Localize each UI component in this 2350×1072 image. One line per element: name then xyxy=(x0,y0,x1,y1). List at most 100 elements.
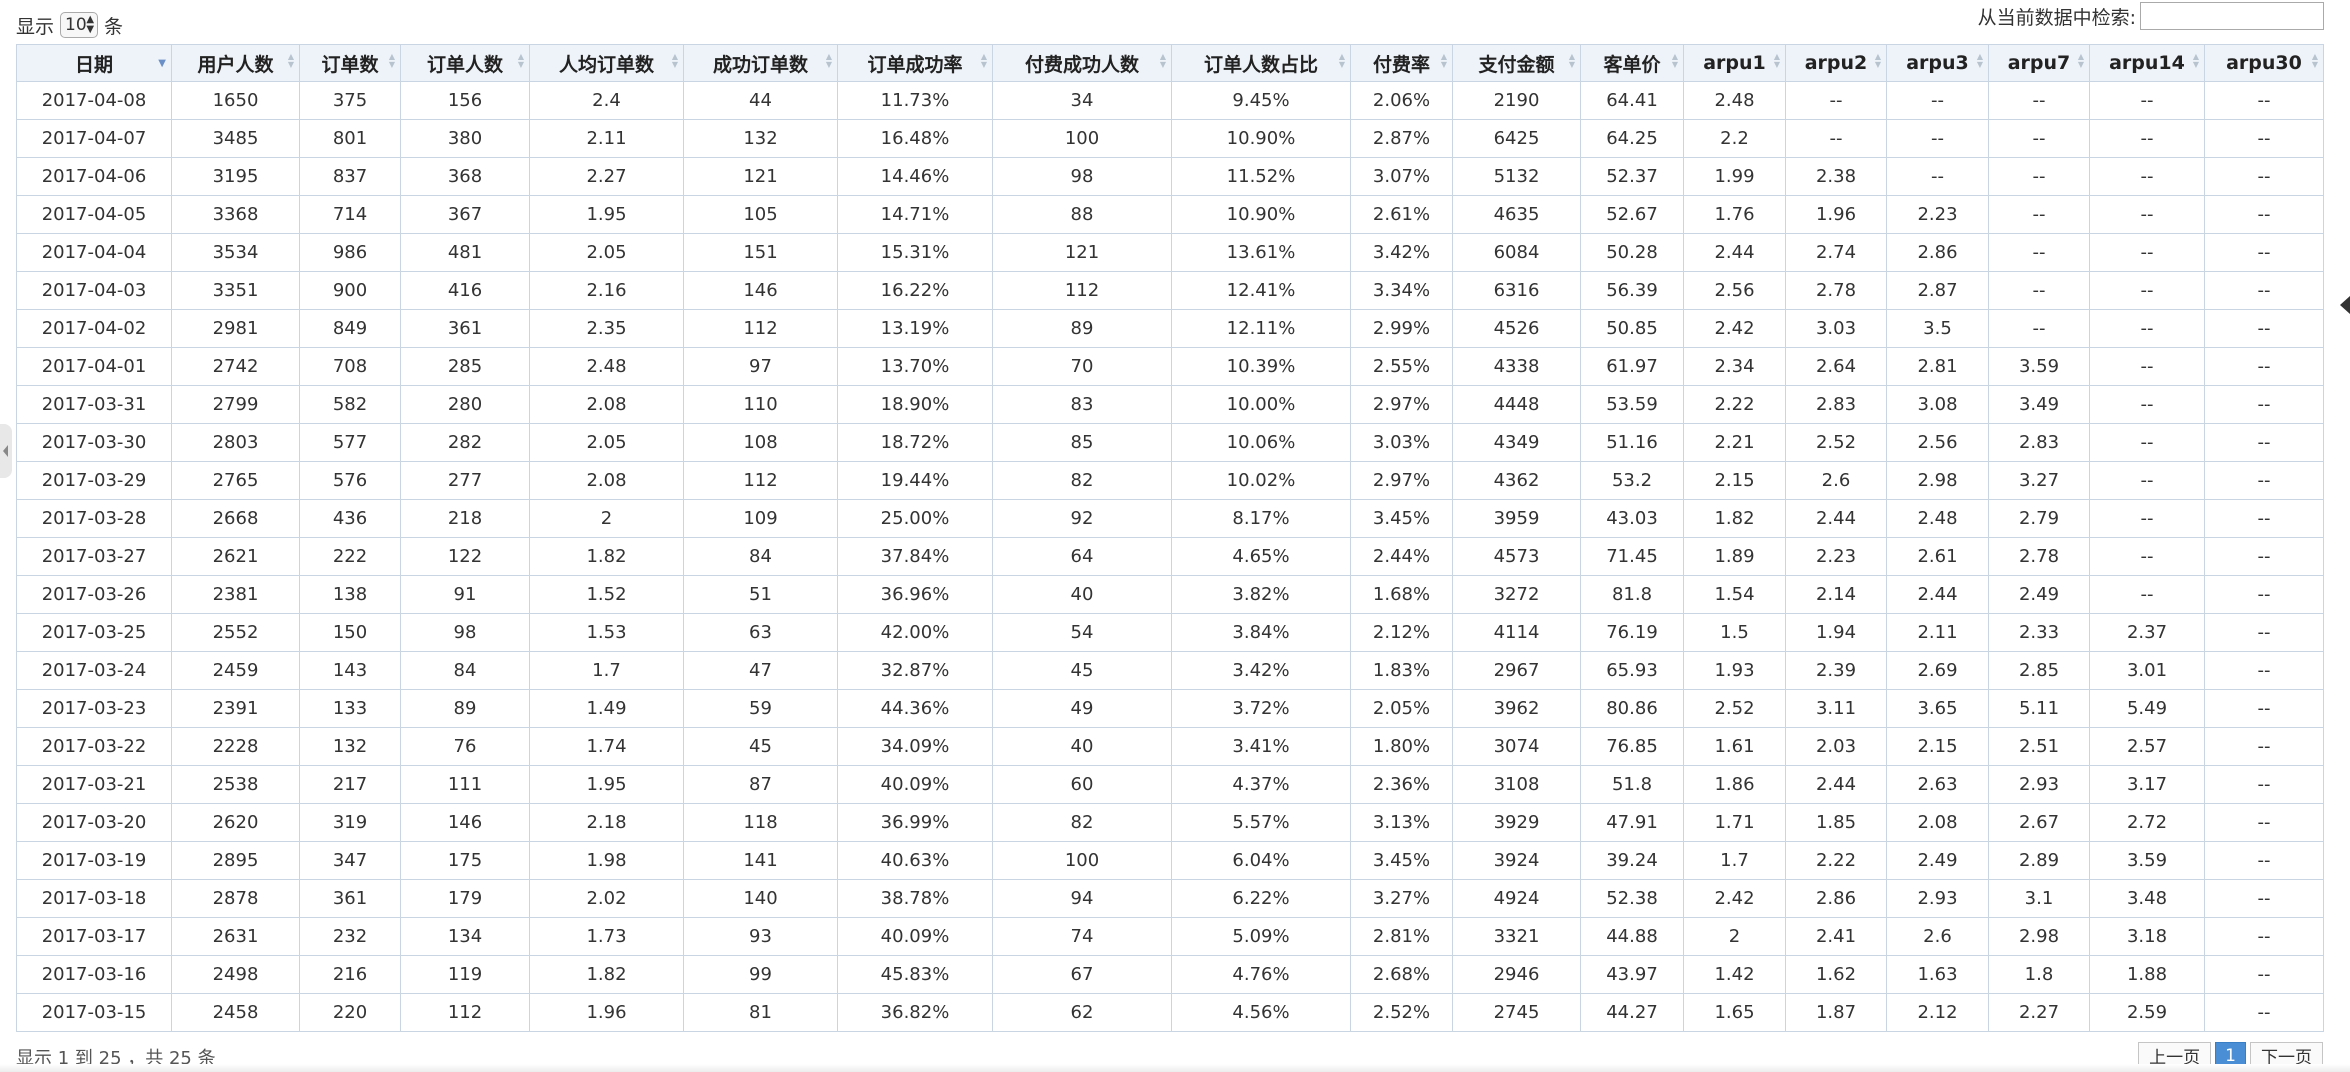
table-cell: 9.45% xyxy=(1171,81,1351,120)
column-header[interactable]: arpu30 ▲ ▼ xyxy=(2204,44,2324,82)
table-cell: 1.86 xyxy=(1683,765,1786,804)
table-cell: 4635 xyxy=(1452,195,1581,234)
table-cell: 3.41% xyxy=(1171,727,1351,766)
table-cell: 2017-04-01 xyxy=(16,347,172,386)
column-header[interactable]: 订单人数占比 ▲ ▼ xyxy=(1171,44,1351,82)
table-cell: 986 xyxy=(299,233,401,272)
table-info: 显示 1 到 25 ，共 25 条 xyxy=(16,1048,216,1069)
column-header[interactable]: arpu1 ▲ ▼ xyxy=(1683,44,1786,82)
table-cell: 1.76 xyxy=(1683,195,1786,234)
bottom-shade xyxy=(0,1064,2350,1072)
table-cell: 2.6 xyxy=(1886,917,1989,956)
column-header[interactable]: 日期 ▼ xyxy=(16,44,172,82)
table-cell: 5132 xyxy=(1452,157,1581,196)
column-header[interactable]: 成功订单数 ▲ ▼ xyxy=(683,44,838,82)
table-cell: 2.4 xyxy=(529,81,684,120)
table-cell: 134 xyxy=(400,917,530,956)
column-header[interactable]: 支付金额 ▲ ▼ xyxy=(1452,44,1581,82)
column-header[interactable]: 付费成功人数 ▲ ▼ xyxy=(992,44,1172,82)
sidebar-toggle-handle[interactable] xyxy=(0,424,12,478)
table-cell: 4362 xyxy=(1452,461,1581,500)
table-cell: 3534 xyxy=(171,233,300,272)
table-cell: 146 xyxy=(400,803,530,842)
column-header[interactable]: arpu2 ▲ ▼ xyxy=(1785,44,1887,82)
table-cell: 2.06% xyxy=(1350,81,1453,120)
table-cell: 2.78 xyxy=(1785,271,1887,310)
table-cell: 2946 xyxy=(1452,955,1581,994)
table-cell: 121 xyxy=(683,157,838,196)
table-cell: 112 xyxy=(992,271,1172,310)
column-header-label: 人均订单数 xyxy=(558,53,654,76)
table-cell: 76 xyxy=(400,727,530,766)
table-cell: -- xyxy=(2204,461,2324,500)
table-cell: 179 xyxy=(400,879,530,918)
table-cell: 2.41 xyxy=(1785,917,1887,956)
table-cell: 5.49 xyxy=(2089,689,2205,728)
table-cell: 2.69 xyxy=(1886,651,1989,690)
table-cell: 16.22% xyxy=(837,271,993,310)
column-header[interactable]: arpu3 ▲ ▼ xyxy=(1886,44,1989,82)
column-header[interactable]: 付费率 ▲ ▼ xyxy=(1350,44,1453,82)
table-cell: 3.72% xyxy=(1171,689,1351,728)
table-cell: -- xyxy=(2204,765,2324,804)
table-cell: 156 xyxy=(400,81,530,120)
table-cell: -- xyxy=(2204,879,2324,918)
data-table-container: 日期 ▼ 用户人数 ▲ ▼ 订单数 ▲ ▼ 订单人数 ▲ ▼ 人均订单数 ▲ ▼ 成功订单数 ▲ ▼ 订单成功率 ▲… xyxy=(16,44,2324,1032)
table-cell: -- xyxy=(2204,499,2324,538)
table-cell: -- xyxy=(1988,157,2090,196)
table-cell: -- xyxy=(2204,81,2324,120)
table-cell: 10.06% xyxy=(1171,423,1351,462)
table-cell: -- xyxy=(2204,689,2324,728)
table-cell: 36.96% xyxy=(837,575,993,614)
table-cell: 416 xyxy=(400,271,530,310)
column-header[interactable]: 人均订单数 ▲ ▼ xyxy=(529,44,684,82)
column-header[interactable]: 用户人数 ▲ ▼ xyxy=(171,44,300,82)
table-cell: 2.99% xyxy=(1350,309,1453,348)
table-cell: 141 xyxy=(683,841,838,880)
search-input[interactable] xyxy=(2140,2,2324,30)
column-header[interactable]: 客单价 ▲ ▼ xyxy=(1580,44,1684,82)
table-cell: 2381 xyxy=(171,575,300,614)
table-cell: 2.11 xyxy=(1886,613,1989,652)
table-cell: 5.11 xyxy=(1988,689,2090,728)
column-header-label: 成功订单数 xyxy=(712,53,808,76)
table-cell: 2.81% xyxy=(1350,917,1453,956)
table-cell: 45 xyxy=(683,727,838,766)
table-cell: 1.82 xyxy=(529,537,684,576)
table-cell: 2017-03-18 xyxy=(16,879,172,918)
table-cell: 2.61% xyxy=(1350,195,1453,234)
table-cell: -- xyxy=(2089,461,2205,500)
column-header[interactable]: arpu14 ▲ ▼ xyxy=(2089,44,2205,82)
table-cell: 2.87 xyxy=(1886,271,1989,310)
table-cell: 2228 xyxy=(171,727,300,766)
column-header[interactable]: 订单数 ▲ ▼ xyxy=(299,44,401,82)
column-header[interactable]: arpu7 ▲ ▼ xyxy=(1988,44,2090,82)
table-cell: 45 xyxy=(992,651,1172,690)
table-cell: 2895 xyxy=(171,841,300,880)
page-length-select[interactable]: 10 ▲ ▼ xyxy=(60,12,99,38)
table-cell: 52.67 xyxy=(1580,195,1684,234)
table-cell: 100 xyxy=(992,841,1172,880)
column-header[interactable]: 订单成功率 ▲ ▼ xyxy=(837,44,993,82)
table-row: 2017-03-18 2878 361 179 2.02 140 38.78% 94 6.22%… xyxy=(16,879,2324,918)
table-cell: 2.37 xyxy=(2089,613,2205,652)
column-header[interactable]: 订单人数 ▲ ▼ xyxy=(400,44,530,82)
table-cell: 118 xyxy=(683,803,838,842)
column-header-label: arpu7 xyxy=(2007,52,2071,74)
table-cell: 801 xyxy=(299,119,401,158)
table-cell: 2.51 xyxy=(1988,727,2090,766)
right-panel-arrow-icon[interactable] xyxy=(2340,296,2350,314)
table-cell: -- xyxy=(1886,157,1989,196)
table-cell: 708 xyxy=(299,347,401,386)
table-cell: 51.8 xyxy=(1580,765,1684,804)
table-cell: 3485 xyxy=(171,119,300,158)
table-cell: 18.72% xyxy=(837,423,993,462)
sort-desc-icon: ▼ xyxy=(158,58,166,69)
table-cell: 91 xyxy=(400,575,530,614)
table-cell: 2017-03-27 xyxy=(16,537,172,576)
unit-label: 条 xyxy=(104,15,124,38)
table-cell: 99 xyxy=(683,955,838,994)
table-cell: 2.44 xyxy=(1886,575,1989,614)
table-cell: 138 xyxy=(299,575,401,614)
table-cell: 11.73% xyxy=(837,81,993,120)
